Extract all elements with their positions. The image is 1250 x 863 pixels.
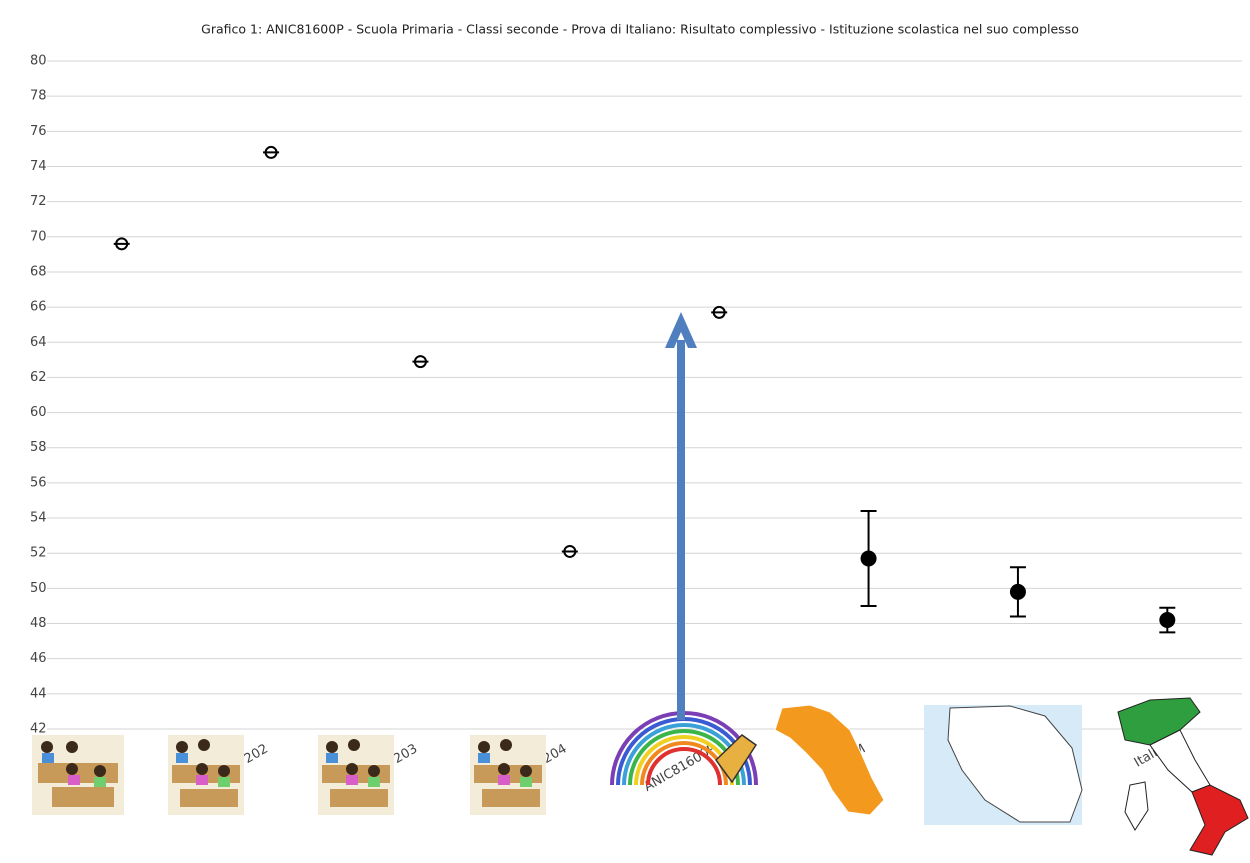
y-tick-label: 62 — [30, 370, 47, 385]
y-tick-label: 54 — [30, 511, 47, 526]
marks — [113, 145, 1176, 634]
y-tick-label: 70 — [30, 229, 47, 244]
y-tick-label: 58 — [30, 440, 47, 455]
point — [860, 550, 877, 567]
classroom-icon — [470, 735, 546, 815]
chart-title: Grafico 1: ANIC81600P - Scuola Primaria … — [201, 22, 1079, 37]
y-tick-label: 78 — [30, 89, 47, 104]
y-tick-label: 50 — [30, 581, 47, 596]
x-tick-label: 202 — [242, 742, 271, 767]
pictures — [32, 697, 1249, 856]
grid: 42 44 46 48 50 52 54 56 58 60 62 64 66 68 70 72 74 76 78 80 — [30, 54, 1242, 737]
classroom-icon — [32, 735, 124, 815]
y-tick-label: 56 — [30, 475, 47, 490]
y-tick-label: 80 — [30, 54, 47, 69]
italy-map — [1117, 697, 1249, 856]
x-tick-label: 203 — [391, 742, 420, 767]
y-tick-label: 74 — [30, 159, 47, 174]
y-tick-label: 66 — [30, 300, 47, 315]
y-tick-label: 52 — [30, 546, 47, 561]
y-tick-label: 44 — [30, 686, 47, 701]
y-tick-label: 60 — [30, 405, 47, 420]
y-tick-label: 72 — [30, 194, 47, 209]
point — [1009, 583, 1026, 600]
classroom-icon — [168, 735, 244, 815]
point — [1159, 612, 1176, 629]
central-italy-map — [924, 705, 1083, 825]
arrow — [665, 312, 697, 720]
y-tick-label: 42 — [30, 722, 47, 737]
y-tick-label: 76 — [30, 124, 47, 139]
region-map — [774, 704, 885, 816]
y-tick-label: 68 — [30, 264, 47, 279]
classroom-icon — [318, 735, 394, 815]
y-tick-label: 48 — [30, 616, 47, 631]
y-tick-label: 64 — [30, 335, 47, 350]
y-tick-label: 46 — [30, 651, 47, 666]
